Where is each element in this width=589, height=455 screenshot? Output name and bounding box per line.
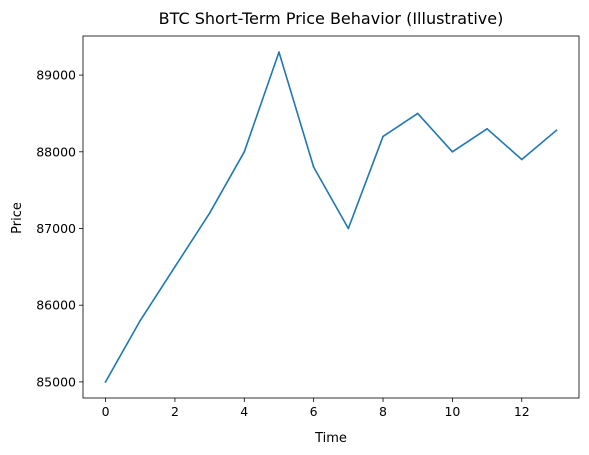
data-point — [486, 128, 488, 130]
plot-frame — [82, 35, 580, 399]
x-tick-label: 2 — [171, 404, 179, 419]
y-axis-label: Price — [10, 202, 25, 234]
data-point — [520, 158, 523, 161]
data-point — [312, 166, 315, 168]
data-point — [278, 51, 280, 53]
y-axis: 85000 86000 87000 88000 89000 — [36, 68, 83, 389]
x-tick-label: 12 — [514, 404, 530, 419]
data-point — [208, 212, 211, 214]
y-tick-label: 88000 — [36, 144, 76, 159]
series-line-0 — [104, 51, 558, 383]
data-point — [347, 227, 350, 230]
y-tick-label: 85000 — [36, 374, 76, 389]
data-point — [104, 381, 107, 383]
y-tick-label: 87000 — [36, 221, 76, 236]
x-tick-label: 4 — [240, 404, 248, 419]
x-tick-label: 10 — [444, 404, 460, 419]
chart-title: BTC Short-Term Price Behavior (Illustrat… — [159, 9, 504, 28]
x-tick-label: 0 — [102, 404, 110, 419]
data-point — [451, 151, 454, 153]
x-axis-label: Time — [314, 431, 347, 446]
data-point — [139, 319, 142, 322]
y-tick-label: 89000 — [36, 68, 76, 83]
plot-area — [82, 35, 580, 399]
data-point — [555, 129, 558, 132]
x-tick-label: 8 — [379, 404, 387, 419]
data-point — [243, 151, 246, 153]
x-axis: 0 2 4 6 8 10 12 — [102, 398, 530, 419]
y-tick-label: 86000 — [36, 298, 76, 313]
data-point — [382, 135, 384, 138]
data-point — [174, 266, 176, 268]
data-point — [416, 112, 419, 115]
x-tick-label: 6 — [310, 404, 318, 419]
